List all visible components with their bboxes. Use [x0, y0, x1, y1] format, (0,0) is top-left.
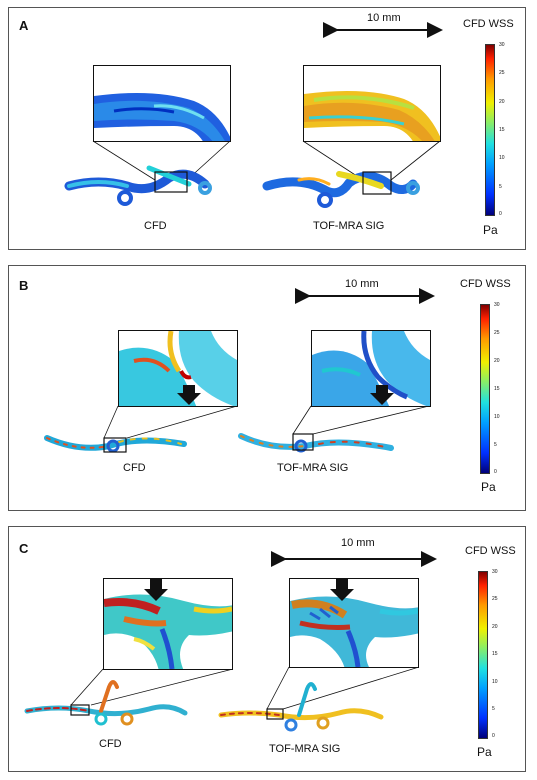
zoom-connector [70, 668, 104, 706]
colorbar-tick: 5 [499, 184, 502, 190]
colorbar-tick: 25 [494, 330, 500, 336]
panel-b: B 10 mm [8, 265, 526, 511]
colorbar-tick: 20 [499, 99, 505, 105]
colorbar [485, 44, 495, 216]
zoom-region-box [103, 437, 127, 453]
caption-tof: TOF-MRA SIG [269, 743, 341, 755]
colorbar-title: CFD WSS [465, 545, 516, 557]
colorbar-tick: 30 [499, 42, 505, 48]
colorbar-tick: 10 [492, 679, 498, 685]
caption-cfd: CFD [99, 738, 122, 750]
colorbar-title: CFD WSS [463, 18, 514, 30]
zoom-connector [92, 140, 156, 181]
colorbar-tick: 30 [494, 302, 500, 308]
colorbar-tick: 0 [494, 469, 497, 475]
colorbar-tick: 0 [499, 211, 502, 217]
vessel-model-tof [238, 433, 394, 453]
colorbar-tick: 30 [492, 569, 498, 575]
colorbar-tick: 20 [494, 358, 500, 364]
scale-label: 10 mm [341, 537, 375, 549]
colorbar-tick: 20 [492, 624, 498, 630]
vessel-model-cfd [24, 680, 188, 726]
colorbar-tick: 25 [492, 596, 498, 602]
colorbar-tick: 25 [499, 70, 505, 76]
colorbar-tick: 0 [492, 733, 495, 739]
colorbar-unit: Pa [483, 223, 498, 237]
zoom-region-box [154, 171, 188, 193]
scale-arrow [64, 22, 443, 208]
panel-label: A [19, 18, 29, 33]
vessel-model-cfd [44, 435, 187, 453]
panel-c: C 10 mm [8, 526, 526, 772]
colorbar [478, 571, 488, 739]
caption-cfd: CFD [144, 220, 167, 232]
colorbar-unit: Pa [481, 480, 496, 494]
scale-label: 10 mm [345, 278, 379, 290]
vessel-model-tof [218, 682, 384, 732]
colorbar-tick: 15 [492, 651, 498, 657]
scale-arrow [24, 551, 437, 732]
zoom-inset-cfd [118, 330, 238, 407]
panel-label: B [19, 278, 29, 293]
colorbar-tick: 15 [499, 127, 505, 133]
panel-a: A 10 mm [8, 7, 526, 250]
scale-arrow [44, 288, 435, 453]
zoom-connector [103, 405, 119, 439]
colorbar-title: CFD WSS [460, 278, 511, 290]
caption-tof: TOF-MRA SIG [277, 462, 349, 474]
zoom-inset-cfd [93, 65, 231, 142]
panel-label: C [19, 541, 29, 556]
caption-tof: TOF-MRA SIG [313, 220, 385, 232]
zoom-inset-tof [303, 65, 441, 142]
zoom-inset-tof [311, 330, 431, 407]
colorbar-unit: Pa [477, 745, 492, 759]
zoom-region-box [70, 704, 90, 716]
vessel-model-cfd [64, 165, 212, 206]
caption-cfd: CFD [123, 462, 146, 474]
colorbar-tick: 10 [499, 155, 505, 161]
vessel-model-tof [262, 171, 420, 208]
zoom-inset-tof [289, 578, 419, 668]
colorbar-tick: 5 [494, 442, 497, 448]
scale-label: 10 mm [367, 12, 401, 24]
zoom-inset-cfd [103, 578, 233, 670]
colorbar-tick: 10 [494, 414, 500, 420]
colorbar-tick: 15 [494, 386, 500, 392]
colorbar [480, 304, 490, 474]
colorbar-tick: 5 [492, 706, 495, 712]
